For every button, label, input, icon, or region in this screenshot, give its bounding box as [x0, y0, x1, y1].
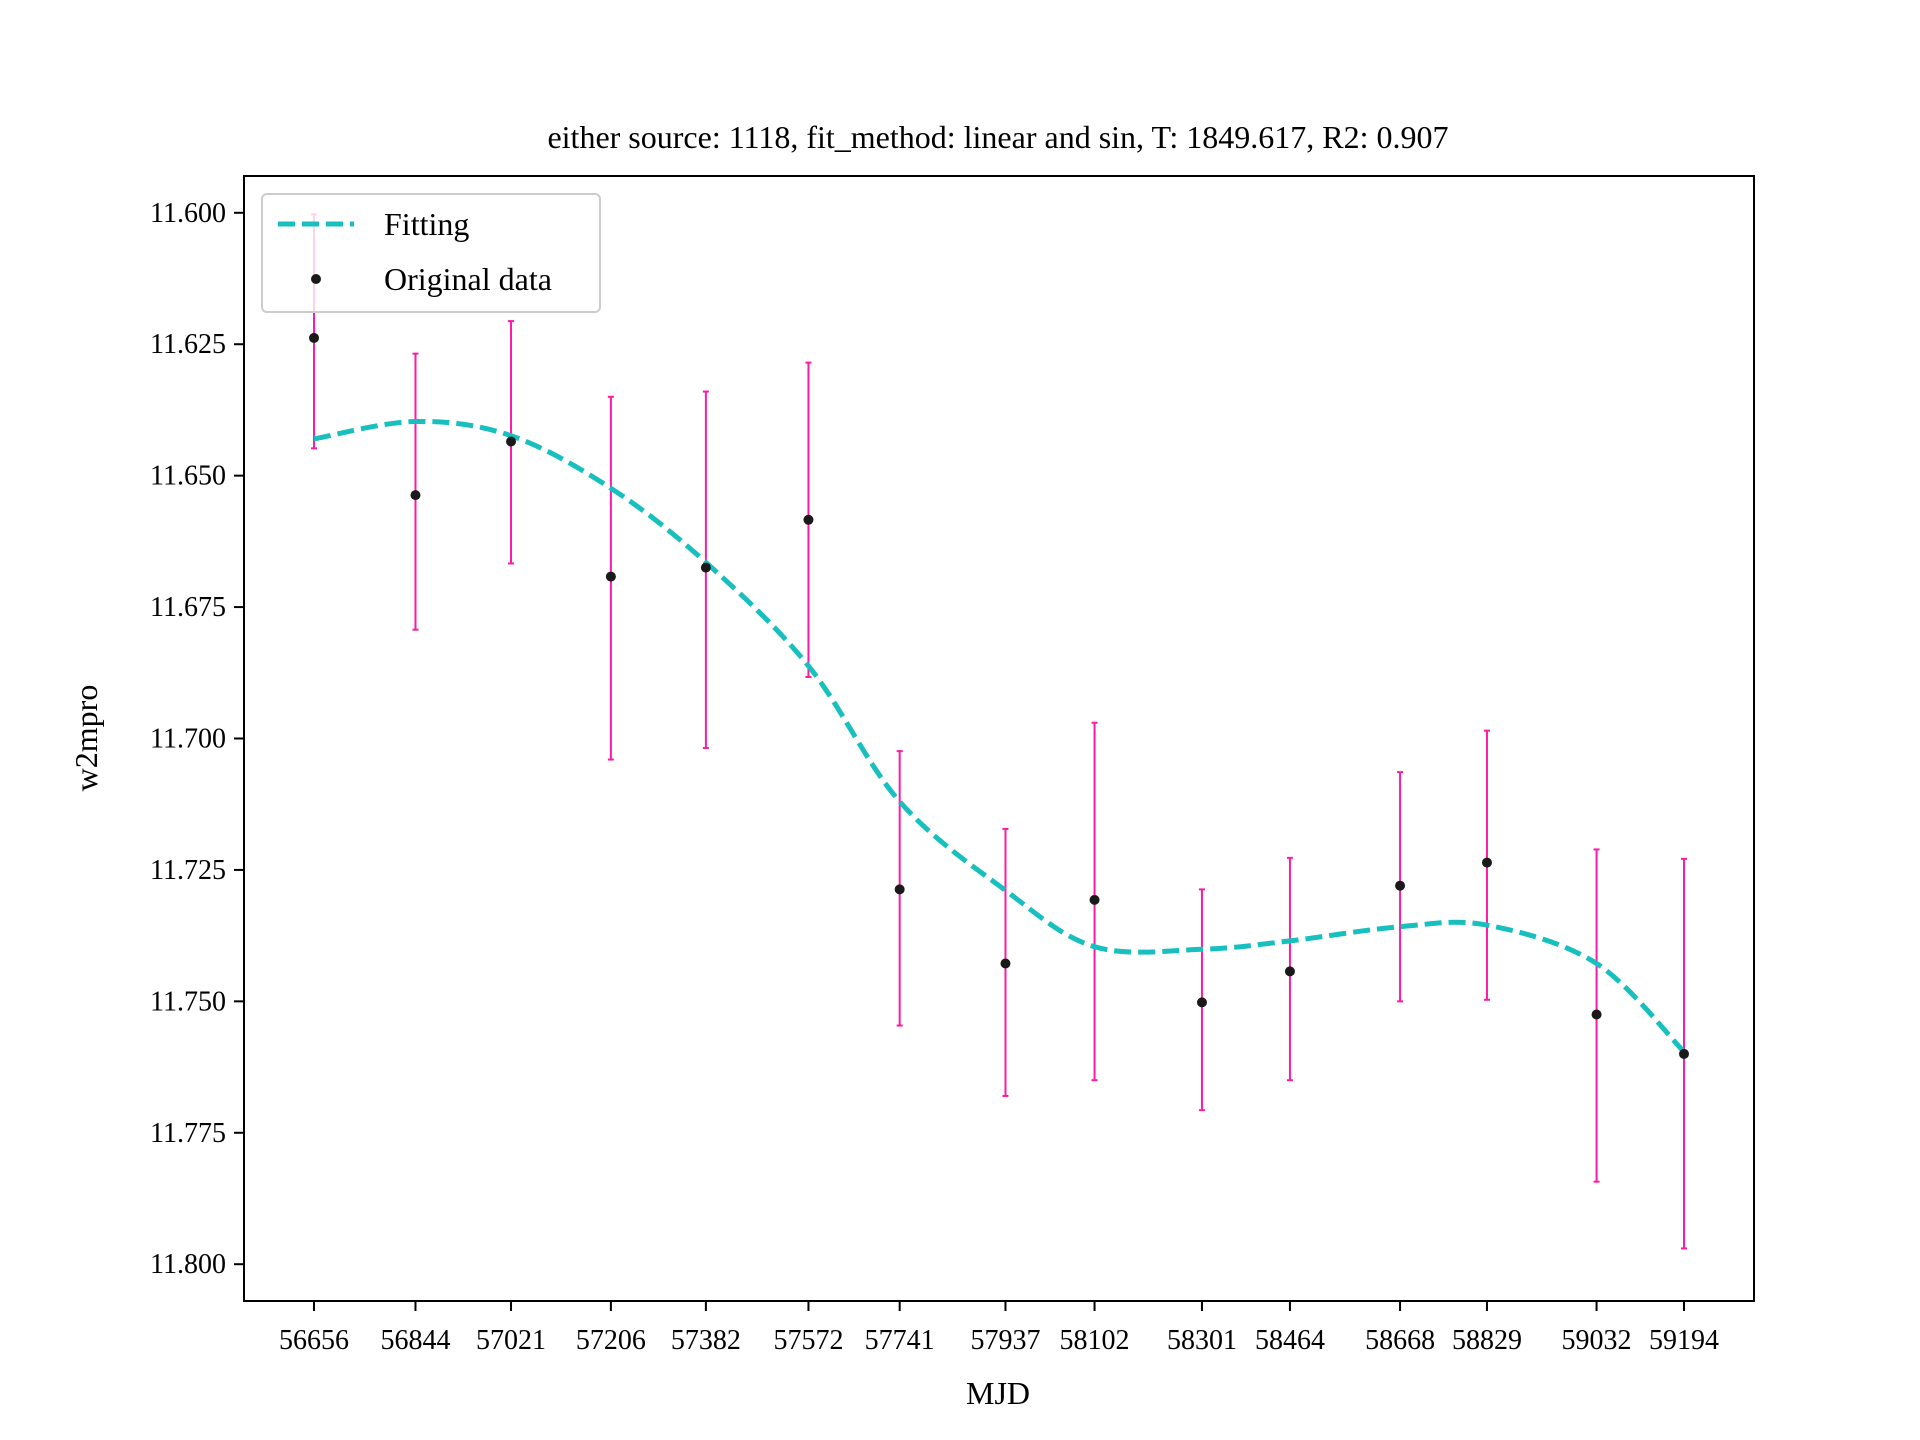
y-tick-label: 11.625 [150, 329, 226, 360]
x-tick-label: 57741 [865, 1325, 935, 1356]
y-tick-label: 11.675 [150, 592, 226, 623]
data-point [1284, 966, 1295, 977]
data-point [309, 332, 319, 343]
x-axis-title: MJD [966, 1375, 1030, 1411]
y-tick-label: 11.650 [150, 461, 226, 492]
y-tick-label: 11.700 [150, 724, 226, 755]
y-axis: 11.600 11.625 11.650 11.675 11.700 11.725 11.7… [150, 198, 244, 1280]
x-tick-label: 58464 [1255, 1325, 1325, 1356]
data-point [894, 884, 905, 895]
legend-box [261, 193, 601, 313]
y-tick-label: 11.725 [150, 855, 226, 886]
x-tick-label: 56656 [279, 1325, 349, 1356]
data-point [1089, 894, 1100, 905]
x-tick-label: 57021 [476, 1325, 546, 1356]
x-axis: 56656 56844 57021 57206 57382 57572 57741 57937… [279, 1301, 1719, 1356]
x-tick-label: 58301 [1167, 1325, 1237, 1356]
data-point [803, 514, 814, 525]
x-tick-label: 56844 [380, 1325, 450, 1356]
chart-title: either source: 1118, fit_method: linear … [547, 119, 1448, 155]
data-point [1481, 857, 1492, 868]
data-point [410, 490, 421, 501]
y-axis-title: w2mpro [68, 685, 104, 792]
fitting-curve [313, 418, 1686, 1054]
x-tick-label: 58829 [1452, 1325, 1522, 1356]
data-point [700, 562, 711, 573]
y-tick-label: 11.775 [150, 1118, 226, 1149]
x-tick-label: 57206 [576, 1325, 646, 1356]
x-tick-label: 59032 [1562, 1325, 1632, 1356]
legend: Fitting Original data [261, 193, 601, 313]
y-tick-label: 11.800 [150, 1249, 226, 1280]
y-tick-label: 11.750 [150, 986, 226, 1017]
x-tick-label: 59194 [1649, 1325, 1719, 1356]
data-point [1000, 958, 1011, 969]
x-tick-label: 57572 [773, 1325, 843, 1356]
data-point [605, 571, 616, 582]
y-tick-label: 11.600 [150, 198, 226, 229]
x-tick-label: 58668 [1365, 1325, 1435, 1356]
plot-frame [243, 175, 1755, 1302]
data-point [1395, 880, 1406, 891]
legend-original-data-swatch [311, 274, 321, 284]
data-point [506, 436, 517, 447]
legend-original-data-label: Original data [384, 261, 552, 297]
x-tick-label: 57937 [970, 1325, 1040, 1356]
x-tick-label: 57382 [671, 1325, 741, 1356]
data-point [1591, 1009, 1602, 1020]
plot-area [309, 213, 1689, 1250]
legend-fitting-label: Fitting [384, 206, 469, 242]
data-point [1679, 1048, 1689, 1059]
x-tick-label: 58102 [1060, 1325, 1130, 1356]
data-point [1196, 997, 1207, 1008]
